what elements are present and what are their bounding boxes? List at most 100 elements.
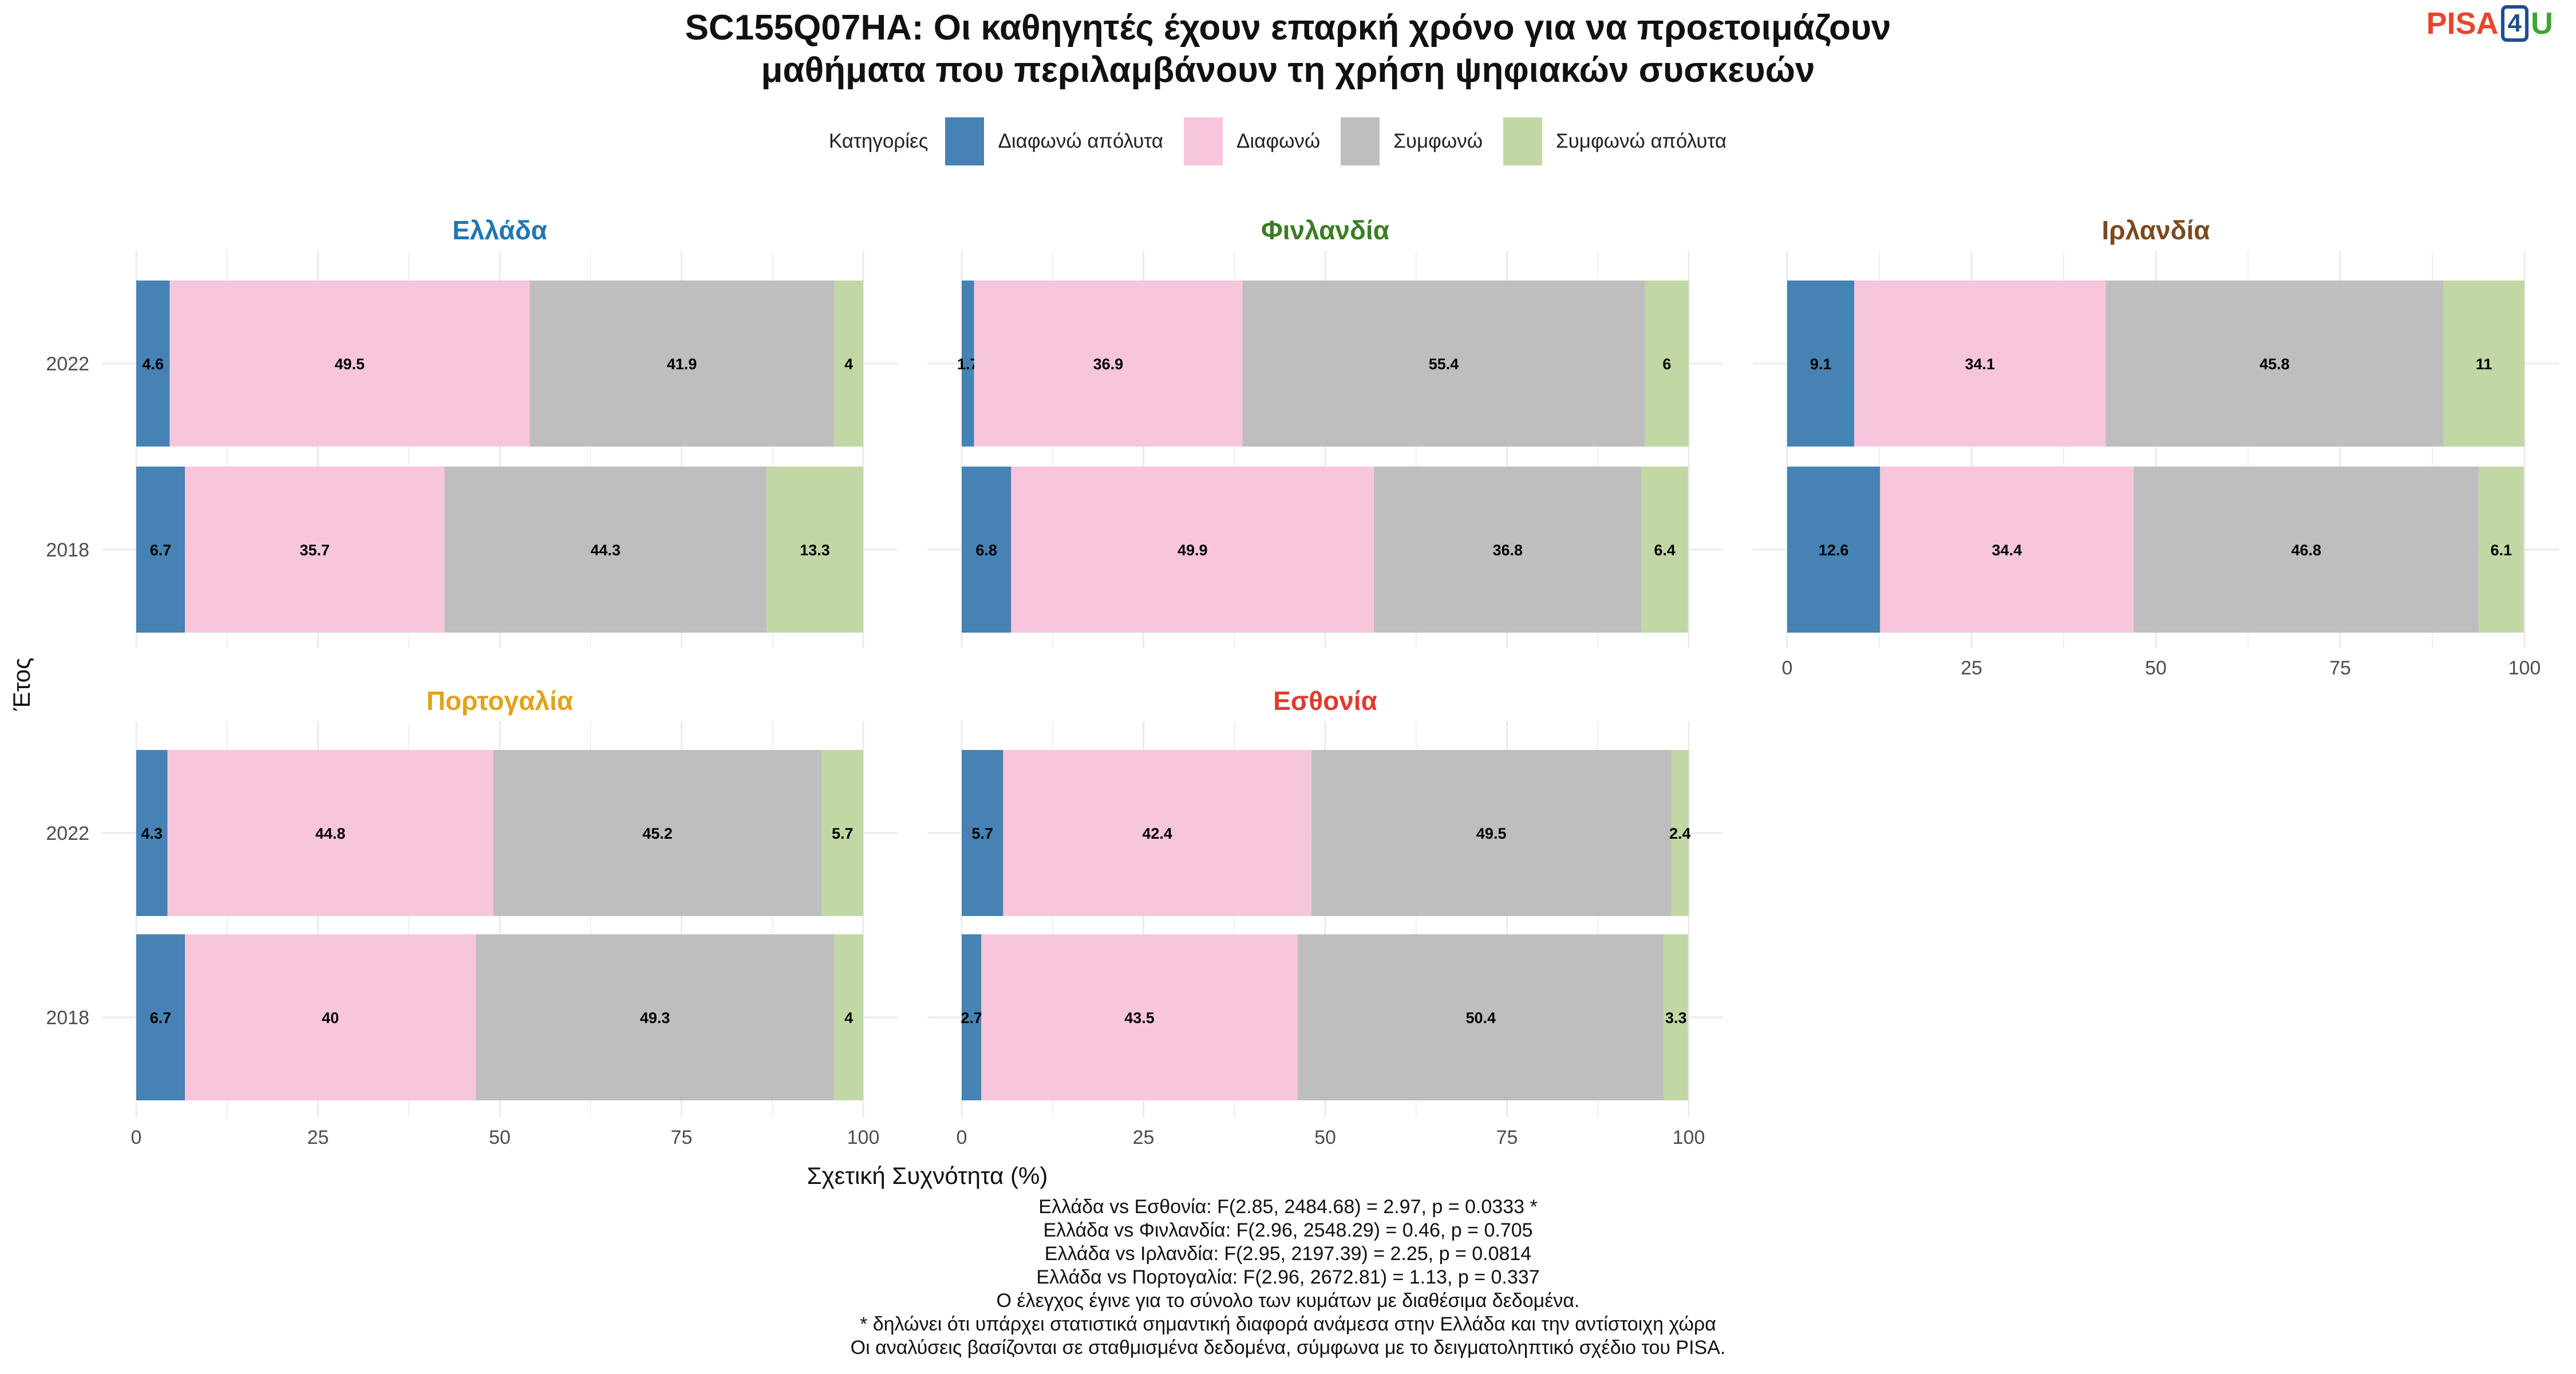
footnote-line: Ελλάδα vs Φινλανδία: F(2.96, 2548.29) = … — [1043, 1219, 1533, 1241]
bar-segment — [1311, 750, 1672, 916]
legend: Κατηγορίες Διαφωνώ απόλυτα Διαφωνώ Συμφω… — [0, 117, 2576, 165]
bar-segment — [962, 467, 1012, 633]
legend-label: Συμφωνώ — [1393, 130, 1483, 152]
data-label: 6 — [1662, 356, 1671, 373]
footnote-line: Ελλάδα vs Πορτογαλία: F(2.96, 2672.81) =… — [1036, 1266, 1540, 1288]
data-label: 35.7 — [300, 542, 330, 559]
x-tick-label: 0 — [131, 1127, 142, 1148]
x-tick-label: 50 — [489, 1127, 511, 1148]
bar-segment — [1880, 467, 2134, 633]
bar-segment — [1641, 467, 1688, 633]
y-tick-label: 2022 — [46, 353, 89, 375]
legend-item: Συμφωνώ — [1341, 117, 1483, 165]
data-label: 44.8 — [315, 825, 346, 842]
data-label: 4.6 — [142, 356, 164, 373]
data-label: 36.9 — [1093, 356, 1124, 373]
bar-segment — [962, 750, 1003, 916]
data-label: 49.9 — [1178, 542, 1208, 559]
data-label: 12.6 — [1819, 542, 1849, 559]
data-label: 43.5 — [1124, 1009, 1155, 1026]
bar-segment — [2443, 281, 2524, 447]
x-axis-title: Σχετική Συχνότητα (%) — [807, 1162, 1048, 1189]
bar-segment — [1671, 750, 1689, 916]
bar-segment — [1645, 281, 1689, 447]
data-label: 34.1 — [1965, 356, 1996, 373]
data-label: 4 — [844, 1009, 853, 1026]
data-label: 3.3 — [1665, 1009, 1687, 1026]
bar-segment — [169, 281, 530, 447]
footnote-line: * δηλώνει ότι υπάρχει στατιστικά σημαντι… — [860, 1313, 1716, 1335]
chart-title-line-2: μαθήματα που περιλαμβάνουν τη χρήση ψηφι… — [761, 50, 1815, 90]
bar-segment — [962, 281, 974, 447]
bar-segment — [530, 281, 835, 447]
data-label: 50.4 — [1465, 1009, 1496, 1026]
x-tick-label: 0 — [957, 1127, 967, 1148]
bar-segment — [167, 750, 493, 916]
footnotes: Ελλάδα vs Εσθονία: F(2.85, 2484.68) = 2.… — [0, 1195, 2576, 1360]
legend-label: Διαφωνώ απόλυτα — [998, 130, 1163, 152]
bar-segment — [1011, 467, 1374, 633]
legend-item: Διαφωνώ απόλυτα — [945, 117, 1163, 165]
panel-title: Ελλάδα — [452, 215, 547, 245]
bar-segment — [444, 467, 767, 633]
footnote-line: Ο έλεγχος έγινε για το σύνολο των κυμάτω… — [996, 1290, 1580, 1312]
data-label: 2.4 — [1669, 825, 1691, 842]
x-tick-label: 0 — [1782, 657, 1793, 679]
legend-key — [945, 117, 985, 165]
bar-segment — [974, 281, 1243, 447]
data-label: 49.5 — [334, 356, 365, 373]
data-label: 4 — [844, 356, 853, 373]
panel-title: Εσθονία — [1273, 686, 1377, 716]
legend-title: Κατηγορίες — [828, 130, 929, 152]
bar-segment — [476, 934, 835, 1100]
x-tick-label: 75 — [2329, 657, 2351, 679]
bar-segment — [2134, 467, 2479, 633]
bar-segment — [767, 467, 863, 633]
x-tick-label: 50 — [2145, 657, 2167, 679]
panel-title: Φινλανδία — [1261, 215, 1389, 245]
legend-key — [1341, 117, 1380, 165]
data-label: 49.3 — [640, 1009, 670, 1026]
bar-segment — [136, 467, 185, 633]
footnote-line: Ελλάδα vs Εσθονία: F(2.85, 2484.68) = 2.… — [1038, 1196, 1538, 1218]
bar-segment — [136, 934, 185, 1100]
x-tick-label: 100 — [847, 1127, 880, 1148]
data-label: 36.8 — [1492, 542, 1523, 559]
data-label: 42.4 — [1142, 825, 1172, 842]
bar-segment — [1242, 281, 1645, 447]
data-label: 46.8 — [2291, 542, 2321, 559]
bar-segment — [821, 750, 863, 916]
data-label: 9.1 — [1810, 356, 1832, 373]
bar-segment — [493, 750, 822, 916]
data-label: 6.1 — [2491, 542, 2512, 559]
x-tick-label: 100 — [2508, 657, 2541, 679]
panel-title: Πορτογαλία — [426, 686, 573, 716]
legend-label: Διαφωνώ — [1236, 130, 1321, 152]
footnote-line: Οι αναλύσεις βασίζονται σε σταθμισμένα δ… — [850, 1337, 1726, 1359]
legend-item: Συμφωνώ απόλυτα — [1503, 117, 1726, 165]
data-label: 45.8 — [2259, 356, 2290, 373]
data-label: 2.7 — [961, 1009, 982, 1026]
x-tick-label: 25 — [307, 1127, 329, 1148]
x-tick-label: 25 — [1133, 1127, 1155, 1148]
y-axis-title: Έτος — [8, 658, 35, 712]
logo-pisa-text: PISA — [2426, 6, 2499, 41]
bar-segment — [185, 467, 445, 633]
bar-segment — [136, 281, 170, 447]
y-tick-label: 2018 — [46, 539, 89, 561]
x-tick-label: 75 — [671, 1127, 693, 1148]
legend-label: Συμφωνώ απόλυτα — [1556, 130, 1727, 152]
legend-item: Διαφωνώ — [1183, 117, 1321, 165]
bar-segment — [2105, 281, 2444, 447]
data-label: 41.9 — [667, 356, 697, 373]
data-label: 55.4 — [1429, 356, 1459, 373]
data-label: 45.2 — [642, 825, 673, 842]
bar-segment — [1787, 467, 1880, 633]
bar-segment — [1664, 934, 1688, 1100]
data-label: 13.3 — [800, 542, 830, 559]
y-tick-label: 2022 — [46, 823, 89, 844]
data-label: 4.3 — [141, 825, 163, 842]
pisa4u-logo: PISA 4 U — [2426, 3, 2553, 44]
x-tick-label: 25 — [1961, 657, 1982, 679]
